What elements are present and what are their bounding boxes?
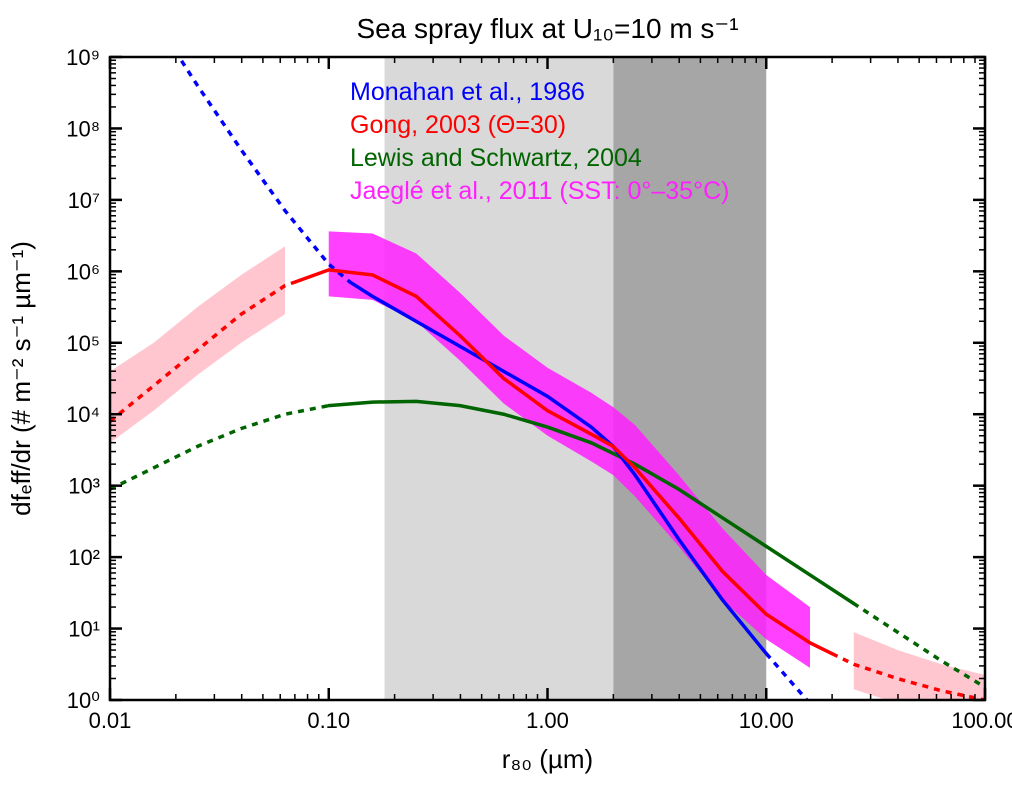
chart-svg: 0.010.101.0010.00100.0010⁰10¹10²10³10⁴10… xyxy=(0,0,1012,787)
svg-text:dfₑff/dr (# m⁻² s⁻¹ µm⁻¹): dfₑff/dr (# m⁻² s⁻¹ µm⁻¹) xyxy=(6,241,36,516)
svg-text:10⁶: 10⁶ xyxy=(66,259,100,284)
svg-text:10⁴: 10⁴ xyxy=(66,402,100,427)
svg-text:10³: 10³ xyxy=(68,474,100,499)
svg-text:0.10: 0.10 xyxy=(307,708,350,733)
svg-text:Monahan et al., 1986: Monahan et al., 1986 xyxy=(350,78,585,106)
svg-text:10⁵: 10⁵ xyxy=(66,331,100,356)
svg-text:10²: 10² xyxy=(68,545,100,570)
svg-text:10⁰: 10⁰ xyxy=(67,688,100,713)
svg-text:10.00: 10.00 xyxy=(739,708,794,733)
svg-text:Jaeglé et al., 2011 (SST: 0°–3: Jaeglé et al., 2011 (SST: 0°–35°C) xyxy=(350,177,729,205)
svg-text:10⁹: 10⁹ xyxy=(66,45,100,70)
chart-container: 0.010.101.0010.00100.0010⁰10¹10²10³10⁴10… xyxy=(0,0,1012,787)
svg-text:Sea spray flux at U₁₀=10 m s⁻¹: Sea spray flux at U₁₀=10 m s⁻¹ xyxy=(356,13,738,44)
svg-text:10⁷: 10⁷ xyxy=(68,188,100,213)
svg-text:Lewis and Schwartz, 2004: Lewis and Schwartz, 2004 xyxy=(350,144,642,172)
svg-text:Gong, 2003 (Θ=30): Gong, 2003 (Θ=30) xyxy=(350,111,566,139)
svg-text:10⁸: 10⁸ xyxy=(66,116,100,141)
svg-text:10¹: 10¹ xyxy=(68,617,100,642)
svg-text:1.00: 1.00 xyxy=(526,708,569,733)
svg-text:100.00: 100.00 xyxy=(951,708,1012,733)
svg-text:r₈₀ (µm): r₈₀ (µm) xyxy=(502,744,593,774)
